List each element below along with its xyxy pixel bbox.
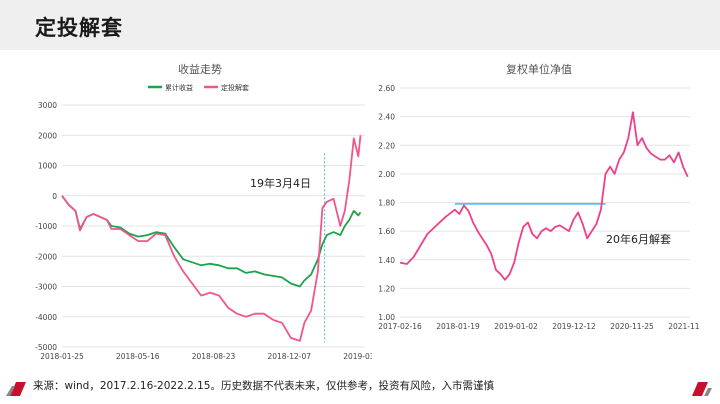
y-tick-label: 2.60 [378, 84, 395, 93]
y-tick-label: 0 [52, 192, 57, 201]
returns-series [61, 135, 362, 342]
x-tick-label: 2020-11-25 [610, 322, 654, 331]
series-line [61, 195, 362, 288]
y-tick-label: -4000 [35, 313, 57, 322]
page-header [0, 0, 720, 50]
y-tick-label: 1.40 [378, 256, 395, 265]
returns-chart-panel: 收益走势 累计收益 定投解套 3000 2000 1000 0 -1000 -2000 -3… [20, 58, 387, 366]
x-tick-label: 2021-11-08 [668, 322, 700, 331]
nav-chart-title: 复权单位净值 [506, 62, 572, 76]
x-tick-label: 2018-08-23 [192, 352, 236, 361]
y-tick-label: 1.00 [378, 313, 395, 322]
x-tick-label: 2018-12-07 [267, 352, 311, 361]
brand-logo-right [692, 382, 712, 396]
returns-y-axis: 3000 2000 1000 0 -1000 -2000 -3000 -4000 -5000 [35, 101, 57, 352]
y-tick-label: 1.60 [378, 227, 395, 236]
x-tick-label: 2019-12-12 [552, 322, 596, 331]
page-title: 定投解套 [35, 16, 123, 40]
y-tick-label: 2.20 [378, 141, 395, 150]
x-tick-label: 2018-01-25 [40, 352, 84, 361]
nav-series [399, 111, 689, 281]
y-tick-label: 3000 [38, 101, 57, 110]
y-tick-label: -5000 [35, 343, 57, 352]
legend-label-dca: 定投解套 [221, 83, 249, 92]
y-tick-label: 1.20 [378, 284, 395, 293]
y-tick-label: 1.80 [378, 199, 395, 208]
returns-x-axis: 2018-01-25 2018-05-16 2018-08-23 2018-12-07… [40, 352, 387, 361]
y-tick-label: -3000 [35, 283, 57, 292]
brand-logo-left [6, 382, 26, 396]
nav-x-axis: 2017-02-16 2018-01-19 2019-01-02 2019-12-12… [378, 322, 712, 331]
y-tick-label: 1000 [38, 162, 57, 171]
returns-chart: 收益走势 累计收益 定投解套 3000 2000 1000 0 -1000 -2000 -3… [35, 62, 387, 361]
nav-gridlines [400, 87, 690, 318]
june-2020-annotation: 20年6月解套 [606, 232, 671, 246]
march-2019-annotation: 19年3月4日 [250, 176, 311, 190]
x-tick-label: 2019-03-26 [343, 352, 372, 361]
nav-chart-panel: 复权单位净值 2.60 2.40 2.20 2.00 1.80 1.60 1.40 1.20 1… [378, 58, 712, 366]
x-tick-label: 2019-01-02 [494, 322, 538, 331]
returns-gridlines [62, 104, 365, 348]
y-tick-label: -1000 [35, 222, 57, 231]
y-tick-label: 2.40 [378, 113, 395, 122]
source-footnote: 来源：wind，2017.2.16-2022.2.15。历史数据不代表未来，仅供… [33, 380, 494, 392]
nav-y-axis: 2.60 2.40 2.20 2.00 1.80 1.60 1.40 1.20 1.00 [378, 84, 395, 322]
nav-chart: 复权单位净值 2.60 2.40 2.20 2.00 1.80 1.60 1.40 1.20 1… [378, 62, 712, 331]
y-tick-label: -2000 [35, 252, 57, 261]
x-tick-label: 2018-05-16 [116, 352, 160, 361]
returns-chart-title: 收益走势 [178, 62, 222, 76]
returns-legend: 累计收益 定投解套 [148, 83, 249, 92]
y-tick-label: 2000 [38, 131, 57, 140]
y-tick-label: 2.00 [378, 170, 395, 179]
series-line [61, 135, 362, 342]
legend-label-cumulative: 累计收益 [165, 83, 193, 92]
x-tick-label: 2018-01-19 [436, 322, 480, 331]
series-line [399, 111, 689, 281]
x-tick-label: 2017-02-16 [378, 322, 422, 331]
